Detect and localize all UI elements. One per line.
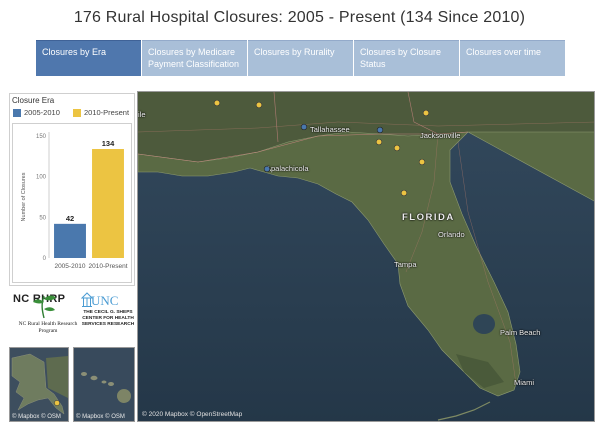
legend-item-2010-present[interactable]: 2010-Present xyxy=(73,108,129,117)
dashboard-tabs: Closures by Era Closures by Medicare Pay… xyxy=(36,40,565,76)
y-tick-label: 150 xyxy=(36,134,47,140)
y-tick-label: 100 xyxy=(36,175,47,181)
logos: NC RHRP NC Rural Health Research Program… xyxy=(9,290,135,342)
unc-subtitle: THE CECIL G. SHEPS CENTER FOR HEALTH SER… xyxy=(81,310,135,327)
y-tick-label: 0 xyxy=(43,256,47,262)
map-label-jacksonville: Jacksonville xyxy=(420,131,461,140)
bar-2005-2010 xyxy=(54,223,86,258)
closure-marker[interactable] xyxy=(376,126,384,134)
alaska-map-credit: © Mapbox © OSM xyxy=(12,414,61,420)
alaska-inset-map[interactable]: © Mapbox © OSM xyxy=(9,347,69,422)
ncrhrp-subtitle: NC Rural Health Research Program xyxy=(18,321,78,334)
map-svg xyxy=(138,92,594,421)
hawaii-inset-map[interactable]: © Mapbox © OSM xyxy=(73,347,135,422)
map-label-miami: Miami xyxy=(514,378,534,387)
closure-marker[interactable] xyxy=(422,109,430,117)
closure-marker[interactable] xyxy=(255,101,263,109)
unc-well-icon xyxy=(81,292,93,307)
unc-sheps-logo: UNC THE CECIL G. SHEPS CENTER FOR HEALTH… xyxy=(81,290,135,342)
map-markers xyxy=(213,99,430,197)
map-label-palm-beach: Palm Beach xyxy=(500,328,541,337)
y-tick-label: 50 xyxy=(39,215,46,221)
legend-swatch-blue xyxy=(13,108,21,117)
closure-marker[interactable] xyxy=(400,189,408,197)
tab-closures-by-era[interactable]: Closures by Era xyxy=(36,40,141,76)
hawaii-map-credit: © Mapbox © OSM xyxy=(76,414,125,420)
x-tick-label: 2005-2010 xyxy=(54,263,85,270)
closure-marker[interactable] xyxy=(393,144,401,152)
map-label-florida: FLORIDA xyxy=(402,212,455,223)
closure-marker[interactable] xyxy=(418,158,426,166)
legend-swatch-yellow xyxy=(73,108,81,117)
legend-title: Closure Era xyxy=(12,96,55,105)
legend-label: 2010-Present xyxy=(84,108,130,117)
florida-closures-map[interactable]: ile Tallahassee Apalachicola Jacksonvill… xyxy=(137,91,595,422)
bar-2010-present xyxy=(92,149,124,258)
map-credit: © 2020 Mapbox © OpenStreetMap xyxy=(142,411,243,418)
map-label-apalachicola: Apalachicola xyxy=(266,164,309,173)
closure-marker[interactable] xyxy=(263,165,271,173)
ncrhrp-logo: NC RHRP NC Rural Health Research Program xyxy=(11,290,79,342)
alaska-map-svg xyxy=(10,348,68,421)
map-label-tallahassee: Tallahassee xyxy=(310,125,350,134)
map-label-orlando: Orlando xyxy=(438,230,465,239)
tab-closures-by-medicare-payment-classification[interactable]: Closures by Medicare Payment Classificat… xyxy=(142,40,247,76)
legend-label: 2005-2010 xyxy=(24,108,60,117)
closure-marker[interactable] xyxy=(213,99,221,107)
bar-data-label: 42 xyxy=(66,214,74,223)
tab-closures-by-closure-status[interactable]: Closures by Closure Status xyxy=(354,40,459,76)
tab-closures-over-time[interactable]: Closures over time xyxy=(460,40,565,76)
unc-logo-text: UNC xyxy=(91,293,119,308)
closures-bar-chart: 0 50 100 150 Number of Closures 42 2005-2010 13… xyxy=(12,123,132,283)
leaf-icon xyxy=(33,295,56,319)
bar-chart-svg: 0 50 100 150 Number of Closures 42 2005-2010 13… xyxy=(21,132,128,270)
y-axis-label: Number of Closures xyxy=(21,172,27,221)
hawaii-map-svg xyxy=(74,348,134,421)
closure-marker[interactable] xyxy=(300,123,308,131)
map-label-tampa: Tampa xyxy=(394,260,417,269)
closure-era-panel: Closure Era 2005-2010 2010-Present 0 50 10… xyxy=(9,93,135,286)
tab-closures-by-rurality[interactable]: Closures by Rurality xyxy=(248,40,353,76)
page-title: 176 Rural Hospital Closures: 2005 - Pres… xyxy=(73,9,526,26)
closure-marker[interactable] xyxy=(375,138,383,146)
map-label-edge: ile xyxy=(138,110,146,119)
legend-item-2005-2010[interactable]: 2005-2010 xyxy=(13,108,60,117)
x-tick-label: 2010-Present xyxy=(88,263,127,270)
bar-data-label: 134 xyxy=(102,139,115,148)
